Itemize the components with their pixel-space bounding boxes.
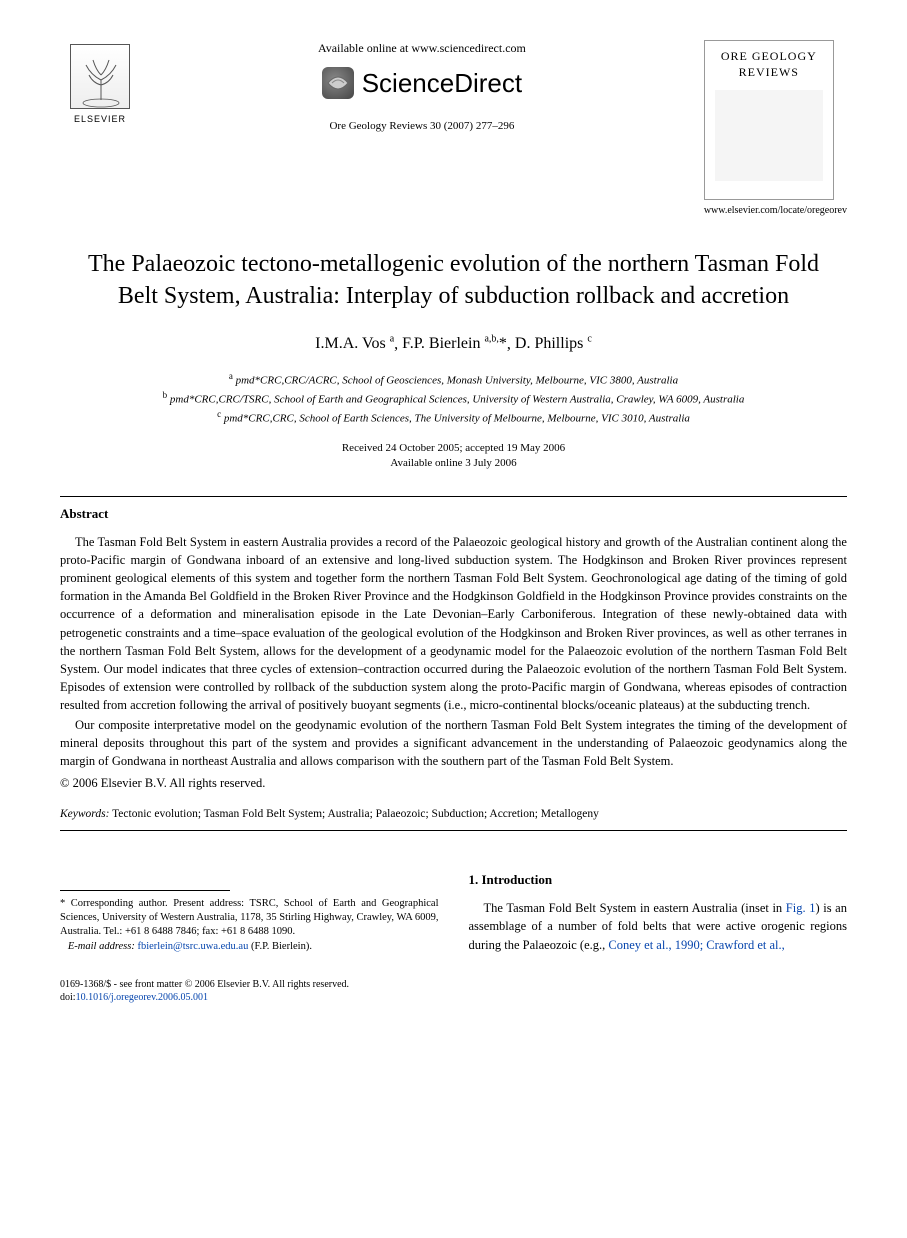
abstract-heading: Abstract <box>60 505 847 523</box>
journal-cover-thumbnail <box>715 90 823 181</box>
email-label: E-mail address: <box>68 941 135 952</box>
doi-label: doi: <box>60 992 76 1003</box>
available-online-line: Available online 3 July 2006 <box>60 456 847 471</box>
corresponding-author-note: * Corresponding author. Present address:… <box>60 897 439 954</box>
authors-line: I.M.A. Vos a, F.P. Bierlein a,b,*, D. Ph… <box>60 333 847 356</box>
sciencedirect-brand: ScienceDirect <box>160 65 684 101</box>
reference-link[interactable]: Coney et al., 1990; Crawford et al., <box>608 938 784 952</box>
author-3: D. Phillips c <box>515 335 592 352</box>
article-title: The Palaeozoic tectono-metallogenic evol… <box>80 248 827 313</box>
fig-1-link[interactable]: Fig. 1 <box>786 901 816 915</box>
article-dates: Received 24 October 2005; accepted 19 Ma… <box>60 441 847 472</box>
received-accepted-line: Received 24 October 2005; accepted 19 Ma… <box>60 441 847 456</box>
rule-below-keywords <box>60 830 847 831</box>
introduction-body: The Tasman Fold Belt System in eastern A… <box>469 899 848 953</box>
author-1: I.M.A. Vos a <box>315 335 394 352</box>
page-header: ELSEVIER Available online at www.science… <box>60 40 847 218</box>
journal-box-title: ORE GEOLOGY REVIEWS <box>711 49 827 80</box>
elsevier-logo: ELSEVIER <box>60 40 140 130</box>
lower-columns: * Corresponding author. Present address:… <box>60 871 847 954</box>
elsevier-logo-text: ELSEVIER <box>74 113 126 126</box>
rule-above-abstract <box>60 496 847 497</box>
introduction-heading: 1. Introduction <box>469 871 848 889</box>
keywords-text: Tectonic evolution; Tasman Fold Belt Sys… <box>109 808 599 820</box>
doi-line: doi:10.1016/j.oregeorev.2006.05.001 <box>60 991 847 1005</box>
abstract-paragraph-2: Our composite interpretative model on th… <box>60 716 847 770</box>
affiliation-b: b pmd*CRC,CRC/TSRC, School of Earth and … <box>60 389 847 408</box>
corresponding-email[interactable]: fbierlein@tsrc.uwa.edu.au <box>137 941 248 952</box>
affiliations: a pmd*CRC,CRC/ACRC, School of Geoscience… <box>60 370 847 427</box>
affiliation-a: a pmd*CRC,CRC/ACRC, School of Geoscience… <box>60 370 847 389</box>
doi-link[interactable]: 10.1016/j.oregeorev.2006.05.001 <box>76 992 208 1003</box>
footer: 0169-1368/$ - see front matter © 2006 El… <box>60 978 847 1005</box>
keywords-label: Keywords: <box>60 808 109 820</box>
corresponding-divider <box>60 890 230 891</box>
left-column: * Corresponding author. Present address:… <box>60 871 439 954</box>
sciencedirect-icon <box>322 67 354 99</box>
author-2: F.P. Bierlein a,b,* <box>402 335 507 352</box>
issn-line: 0169-1368/$ - see front matter © 2006 El… <box>60 978 847 992</box>
journal-url: www.elsevier.com/locate/oregeorev <box>704 204 847 218</box>
journal-cover-box: ORE GEOLOGY REVIEWS <box>704 40 834 200</box>
abstract-section: Abstract The Tasman Fold Belt System in … <box>60 505 847 822</box>
abstract-paragraph-1: The Tasman Fold Belt System in eastern A… <box>60 533 847 714</box>
affiliation-c: c pmd*CRC,CRC, School of Earth Sciences,… <box>60 408 847 427</box>
citation-line: Ore Geology Reviews 30 (2007) 277–296 <box>160 119 684 134</box>
available-online-text: Available online at www.sciencedirect.co… <box>160 40 684 57</box>
sciencedirect-text: ScienceDirect <box>362 65 522 101</box>
elsevier-tree-icon <box>70 44 130 109</box>
center-header: Available online at www.sciencedirect.co… <box>140 40 704 135</box>
corresponding-email-owner: (F.P. Bierlein). <box>251 941 312 952</box>
right-column: 1. Introduction The Tasman Fold Belt Sys… <box>469 871 848 954</box>
keywords-line: Keywords: Tectonic evolution; Tasman Fol… <box>60 806 847 822</box>
journal-cover-block: ORE GEOLOGY REVIEWS www.elsevier.com/loc… <box>704 40 847 218</box>
abstract-body: The Tasman Fold Belt System in eastern A… <box>60 533 847 771</box>
copyright-line: © 2006 Elsevier B.V. All rights reserved… <box>60 775 847 793</box>
intro-text-pre: The Tasman Fold Belt System in eastern A… <box>484 901 786 915</box>
corr-note-text: * Corresponding author. Present address:… <box>60 898 439 937</box>
